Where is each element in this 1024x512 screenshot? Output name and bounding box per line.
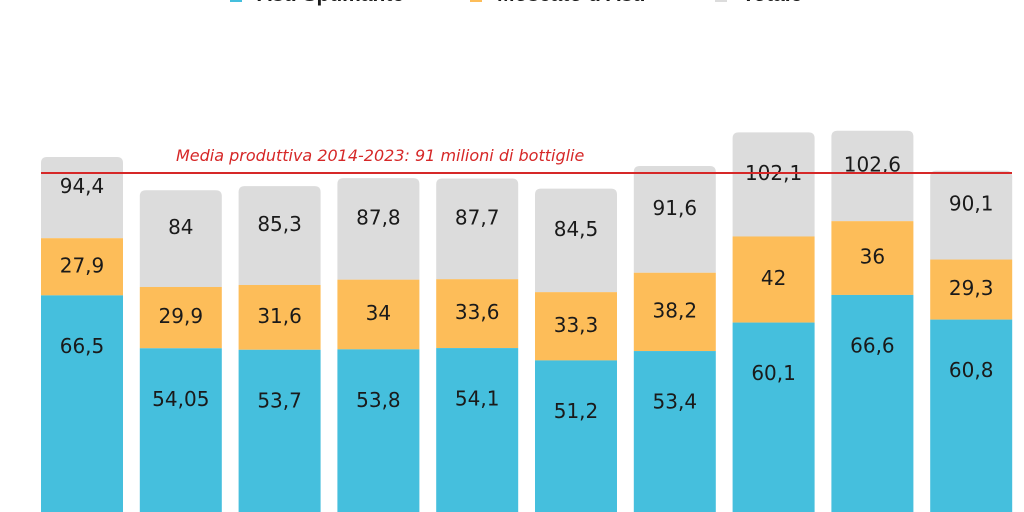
bar-moscato [436, 279, 519, 349]
label-moscato: 33,3 [554, 313, 599, 337]
bar-asti-spumante [930, 319, 1013, 512]
legend-label: Totale [742, 0, 802, 6]
bar-totale [337, 178, 420, 280]
label-asti-spumante: 66,6 [850, 333, 895, 357]
bar-moscato [930, 259, 1013, 320]
label-asti-spumante: 51,2 [554, 399, 599, 423]
label-totale: 94,4 [60, 174, 105, 198]
bar-asti-spumante [337, 349, 420, 512]
label-moscato: 36 [860, 245, 885, 269]
label-moscato: 27,9 [60, 253, 105, 277]
label-moscato: 31,6 [257, 304, 302, 328]
bar-moscato [831, 221, 914, 295]
legend-label: Moscato d'Asti [497, 0, 646, 6]
bar-moscato [337, 279, 420, 350]
legend-swatch [715, 0, 727, 2]
bar-asti-spumante [238, 349, 321, 512]
legend: Asti Spumante Moscato d'Asti Totale [230, 0, 802, 6]
bar-totale [831, 130, 914, 222]
label-moscato: 33,6 [455, 300, 500, 324]
bar-totale [535, 188, 617, 293]
label-totale: 85,3 [257, 212, 302, 236]
bar-totale [139, 190, 222, 287]
bar-moscato [41, 238, 123, 296]
bar-moscato [139, 286, 222, 349]
label-asti-spumante: 53,8 [356, 388, 401, 412]
label-totale: 84,5 [554, 217, 599, 241]
bar-asti-spumante [139, 348, 222, 512]
legend-swatch [470, 0, 482, 2]
label-asti-spumante: 54,1 [455, 387, 500, 411]
bar-moscato [732, 236, 815, 323]
reference-line-group: Media produttiva 2014-2023: 91 milioni d… [41, 146, 1012, 174]
label-totale: 90,1 [949, 192, 994, 216]
bar-moscato [633, 272, 716, 352]
label-totale: 91,6 [653, 196, 698, 220]
bars [41, 130, 1013, 512]
label-asti-spumante: 60,1 [751, 361, 796, 385]
bar-totale [732, 132, 815, 237]
label-asti-spumante: 66,5 [60, 334, 105, 358]
bar-asti-spumante [831, 294, 914, 512]
label-moscato: 34 [366, 301, 391, 325]
bar-totale [930, 170, 1013, 260]
label-asti-spumante: 54,05 [152, 387, 209, 411]
bar-totale [436, 178, 519, 280]
legend-swatch [230, 0, 242, 2]
bar-totale [238, 186, 321, 285]
bar-asti-spumante [436, 348, 519, 512]
reference-line-label: Media produttiva 2014-2023: 91 milioni d… [176, 146, 585, 165]
label-asti-spumante: 60,8 [949, 358, 994, 382]
label-moscato: 42 [761, 266, 786, 290]
label-totale: 87,8 [356, 205, 401, 229]
legend-label: Asti Spumante [257, 0, 404, 6]
bar-moscato [238, 284, 321, 350]
bar-asti-spumante [732, 322, 815, 512]
bar-totale [41, 157, 123, 239]
label-moscato: 29,3 [949, 276, 994, 300]
label-totale: 84 [168, 215, 193, 239]
bar-asti-spumante [633, 351, 716, 512]
label-totale: 87,7 [455, 205, 500, 229]
label-asti-spumante: 53,7 [257, 388, 302, 412]
bar-asti-spumante [41, 295, 123, 512]
label-moscato: 38,2 [653, 298, 698, 322]
label-asti-spumante: 53,4 [653, 390, 698, 414]
bar-moscato [535, 292, 617, 361]
label-moscato: 29,9 [159, 304, 204, 328]
bar-asti-spumante [535, 360, 617, 512]
bar-totale [633, 165, 716, 273]
